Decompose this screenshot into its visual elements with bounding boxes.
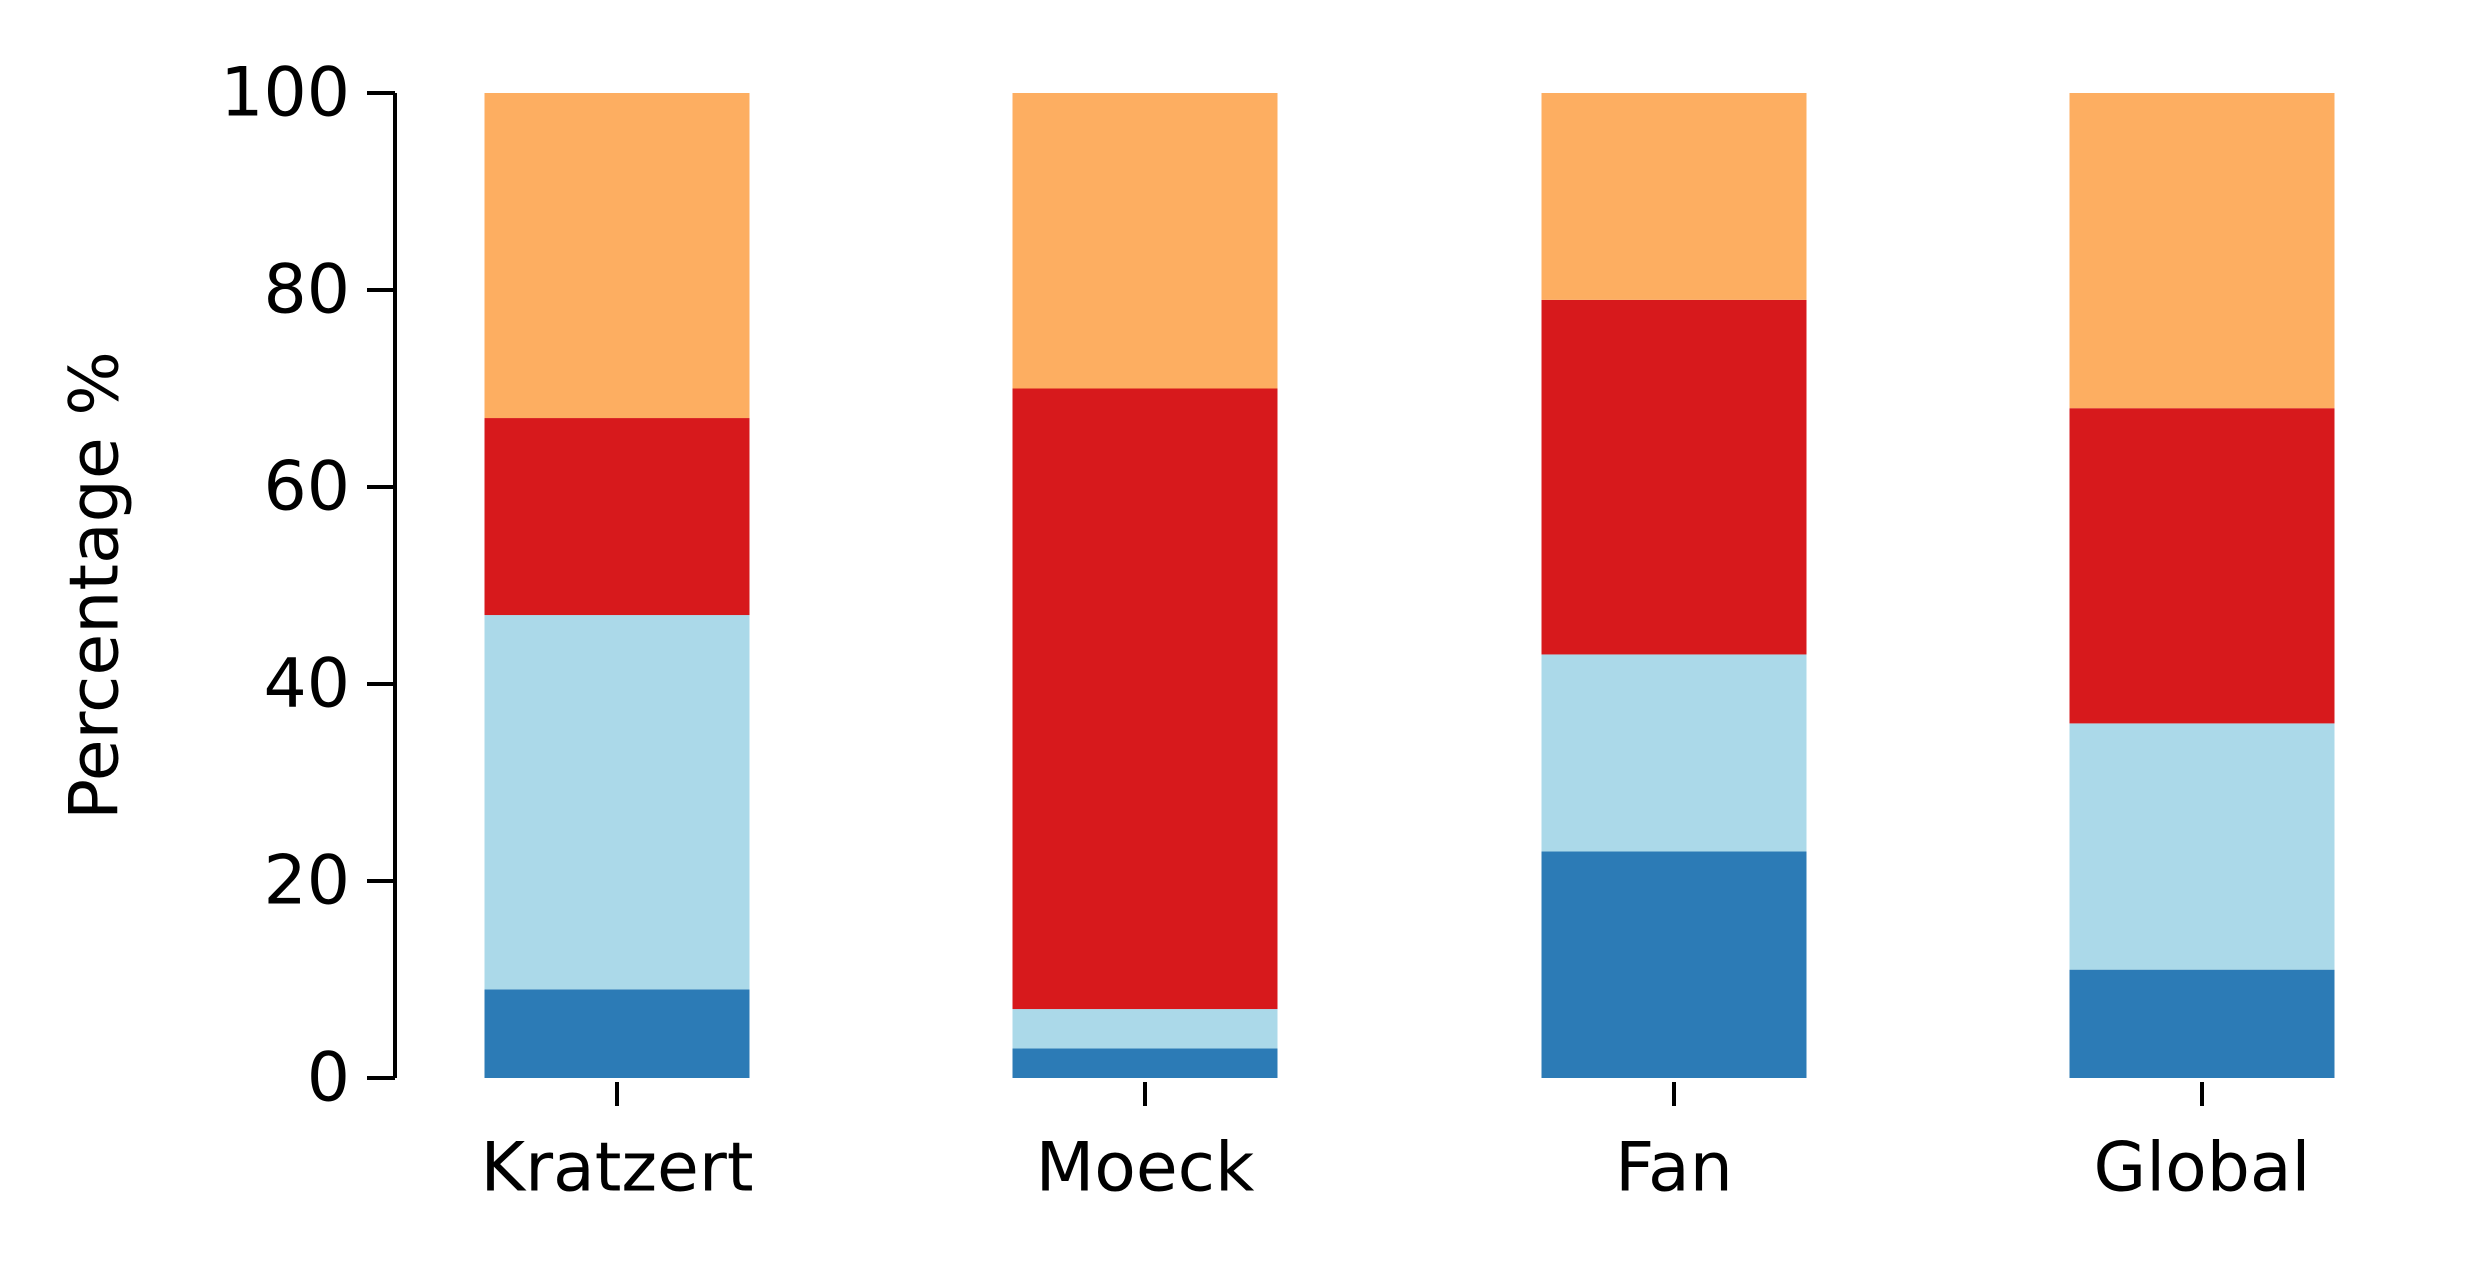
x-tick-label-global: Global [2094, 1129, 2311, 1208]
bar-segment-fan-3 [1541, 299, 1807, 655]
bar-segment-moeck-2 [1012, 1009, 1278, 1049]
bar-segment-global-3 [2069, 408, 2335, 724]
y-tick-label: 60 [263, 448, 350, 527]
x-axis: Kratzert Moeck Fan Global [480, 1082, 2310, 1208]
bar-segment-fan-4 [1541, 93, 1807, 300]
bar-segment-moeck-4 [1012, 93, 1278, 389]
bar-segment-global-1 [2069, 969, 2335, 1078]
y-tick-label: 100 [220, 54, 350, 133]
bar-segment-fan-1 [1541, 851, 1807, 1078]
bar-segment-kratzert-2 [484, 615, 750, 990]
bar-segment-kratzert-3 [484, 418, 750, 616]
y-axis-title: Percentage % [56, 351, 135, 820]
y-tick-label: 0 [307, 1039, 350, 1118]
x-tick-label-kratzert: Kratzert [480, 1129, 753, 1208]
bar-segment-moeck-1 [1012, 1048, 1278, 1078]
y-tick-label: 40 [263, 645, 350, 724]
bar-segment-moeck-3 [1012, 388, 1278, 1010]
bar-segment-kratzert-4 [484, 93, 750, 419]
bars-layer [484, 93, 2335, 1078]
bar-segment-kratzert-1 [484, 989, 750, 1078]
x-tick-label-fan: Fan [1615, 1129, 1733, 1208]
bar-segment-global-2 [2069, 723, 2335, 970]
y-tick-label: 20 [263, 842, 350, 921]
x-tick-label-moeck: Moeck [1036, 1129, 1255, 1208]
y-tick-label: 80 [263, 251, 350, 330]
y-axis: 0 20 40 60 80 100 [220, 54, 397, 1118]
bar-segment-global-4 [2069, 93, 2335, 409]
bar-segment-fan-2 [1541, 654, 1807, 852]
